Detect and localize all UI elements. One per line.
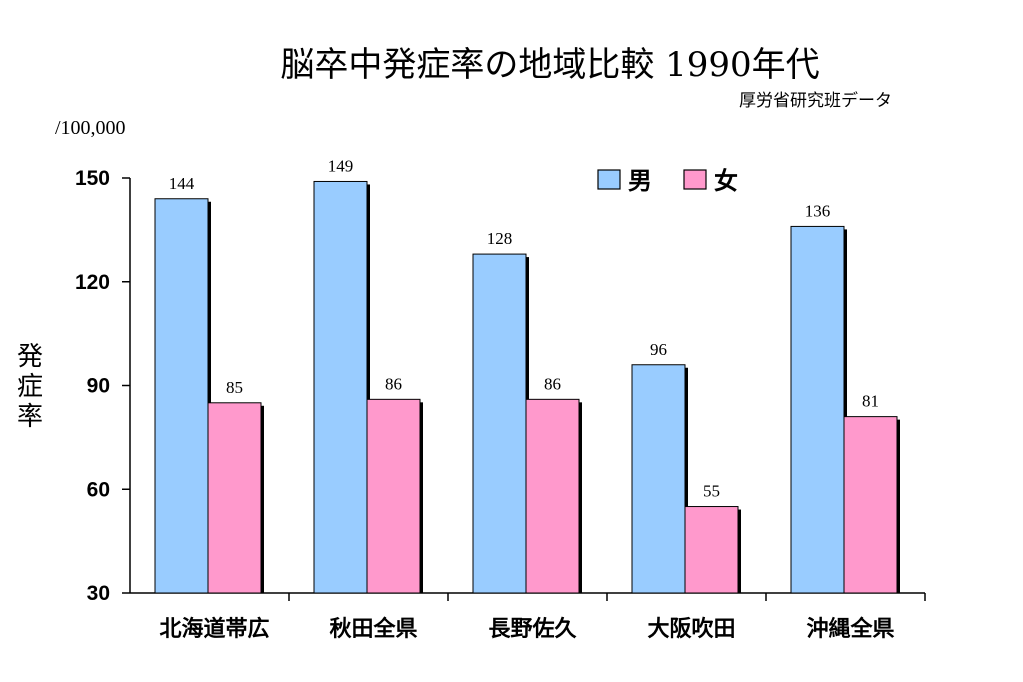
bar-male bbox=[631, 364, 686, 594]
legend: 男女 bbox=[597, 167, 738, 195]
y-tick-label: 60 bbox=[87, 478, 110, 501]
data-label: 149 bbox=[328, 156, 354, 175]
x-tick-label: 北海道帯広 bbox=[159, 616, 269, 642]
y-unit-label: /100,000 bbox=[55, 117, 126, 139]
bar-female bbox=[525, 398, 580, 594]
y-tick-label: 150 bbox=[75, 167, 110, 190]
data-label: 85 bbox=[226, 378, 243, 397]
bar-male bbox=[313, 180, 368, 594]
bar-female bbox=[843, 416, 898, 594]
data-label: 144 bbox=[169, 174, 195, 193]
bar-female bbox=[207, 402, 262, 594]
bar-male bbox=[472, 253, 527, 594]
y-tick-label: 90 bbox=[87, 375, 110, 398]
legend-label: 男 bbox=[628, 167, 652, 195]
bar-male bbox=[154, 198, 209, 594]
data-label: 136 bbox=[805, 201, 831, 220]
data-label: 128 bbox=[487, 229, 513, 248]
legend-swatch bbox=[683, 169, 707, 190]
bar-female bbox=[684, 506, 739, 594]
data-label: 86 bbox=[385, 374, 402, 393]
y-axis-label: 発症率 bbox=[17, 342, 43, 432]
bar-male bbox=[790, 225, 845, 594]
data-label: 55 bbox=[703, 482, 720, 501]
chart-subtitle: 厚労省研究班データ bbox=[739, 90, 892, 111]
y-tick-label: 30 bbox=[87, 582, 110, 605]
x-tick-label: 秋田全県 bbox=[329, 616, 417, 642]
x-tick-label: 大阪吹田 bbox=[647, 616, 735, 642]
data-label: 96 bbox=[650, 340, 667, 359]
data-label: 81 bbox=[862, 392, 879, 411]
x-tick-label: 長野佐久 bbox=[488, 616, 576, 642]
y-tick-label: 120 bbox=[75, 271, 110, 294]
legend-swatch bbox=[597, 169, 621, 190]
plot-area: 150 120 90 60 30 北海道帯広 144 85 秋田全県 149 86 長野佐久 128 86… bbox=[75, 156, 926, 642]
chart-title: 脳卒中発症率の地域比較 1990年代 bbox=[280, 45, 819, 85]
x-tick-label: 沖縄全県 bbox=[806, 616, 894, 642]
bar-female bbox=[366, 398, 421, 594]
legend-label: 女 bbox=[714, 167, 738, 195]
data-label: 86 bbox=[544, 374, 561, 393]
